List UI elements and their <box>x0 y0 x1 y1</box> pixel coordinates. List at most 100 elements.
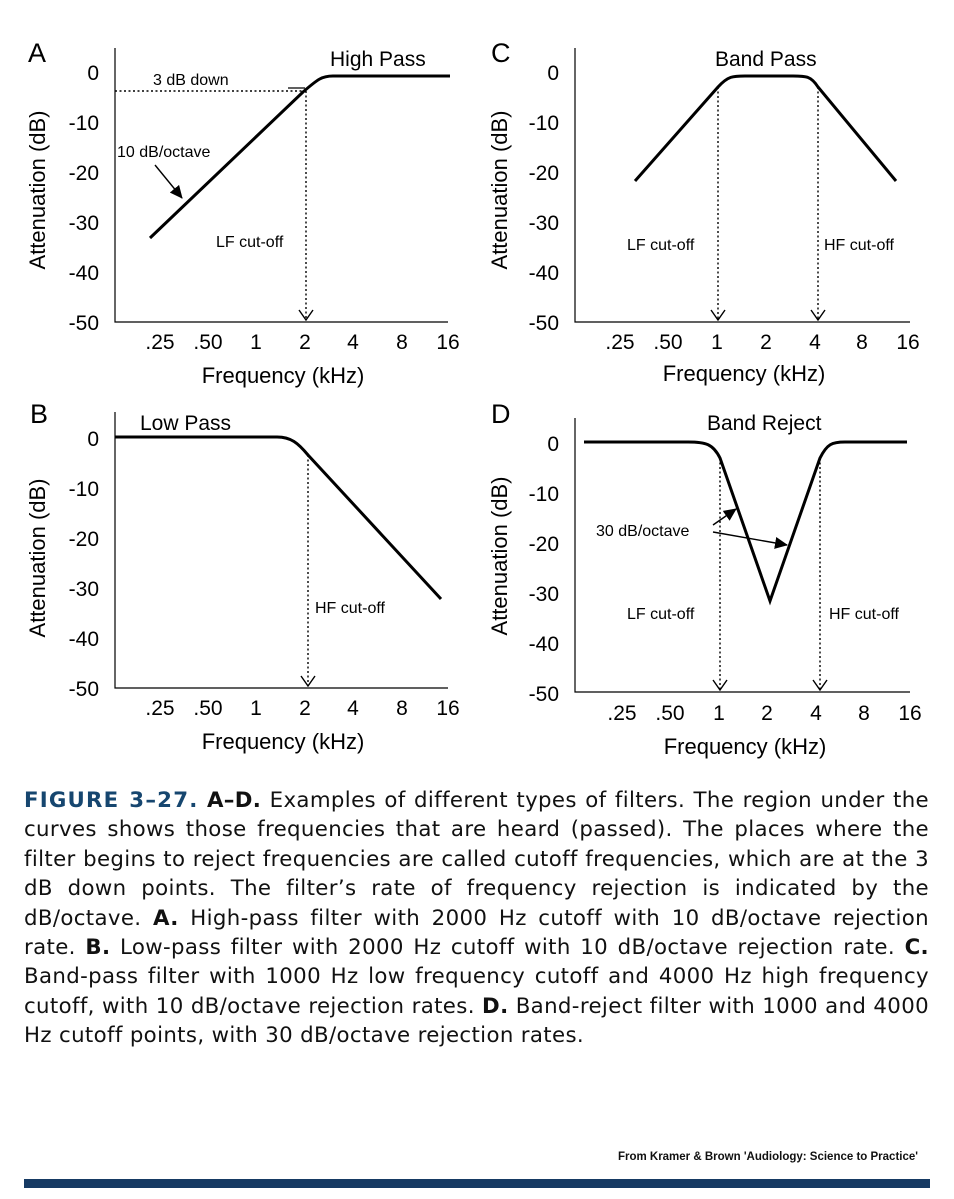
annotation-hf-cutoff: HF cut-off <box>315 600 386 617</box>
axes <box>114 412 448 689</box>
x-axis-label: Frequency (kHz) <box>664 734 827 759</box>
y-tick-label: -10 <box>529 112 559 135</box>
y-tick-label: -50 <box>69 312 99 335</box>
y-tick-label: -10 <box>529 483 559 506</box>
slope-arrow-left <box>712 508 737 526</box>
caption-a-text: High-pass filter with 2000 Hz cutoff wit… <box>24 905 929 961</box>
y-tick-label: -20 <box>69 528 99 551</box>
annotation-3db-down: 3 dB down <box>153 72 229 89</box>
caption-d-label: D. <box>482 993 509 1019</box>
caption-d-text: Band-reject filter with 1000 and 4000 Hz… <box>24 993 929 1049</box>
x-tick-label: 1 <box>713 702 725 725</box>
y-axis-label: Attenuation (dB) <box>25 111 50 270</box>
x-tick-label: 1 <box>711 331 723 354</box>
axes <box>574 48 910 323</box>
y-tick-label: -20 <box>529 162 559 185</box>
x-tick-label: .50 <box>655 702 684 725</box>
y-tick-label: -50 <box>529 312 559 335</box>
x-axis-label: Frequency (kHz) <box>202 363 365 388</box>
x-tick-label: 1 <box>250 697 262 720</box>
y-tick-label: -40 <box>529 262 559 285</box>
x-tick-label: 4 <box>347 331 359 354</box>
panel-d: D Band Reject Attenuation (dB) 0 -10 -20… <box>487 399 922 759</box>
x-tick-label: 2 <box>760 331 772 354</box>
x-tick-label: .50 <box>193 697 222 720</box>
x-tick-label: 8 <box>396 331 408 354</box>
y-tick-label: -20 <box>529 533 559 556</box>
x-tick-label: .25 <box>145 331 174 354</box>
x-tick-label: 2 <box>761 702 773 725</box>
x-tick-label: 8 <box>396 697 408 720</box>
series-line <box>633 74 898 182</box>
axes <box>574 418 910 693</box>
caption-c-label: C. <box>904 935 929 961</box>
figure-caption: FIGURE 3–27. A–D. Examples of different … <box>24 786 929 1051</box>
slope-arrow-right <box>712 531 788 549</box>
x-tick-label: 16 <box>436 697 459 720</box>
caption-lead-label: A–D. <box>206 788 262 813</box>
x-tick-label: 8 <box>858 702 870 725</box>
panel-letter: B <box>30 399 48 429</box>
x-tick-label: .25 <box>607 702 636 725</box>
y-tick-label: -50 <box>529 683 559 706</box>
panel-b: B Low Pass Attenuation (dB) 0 -10 -20 -3… <box>25 399 460 754</box>
annotation-hf-cutoff: HF cut-off <box>824 237 895 254</box>
x-tick-label: 16 <box>896 331 919 354</box>
y-tick-label: -40 <box>69 262 99 285</box>
caption-intro: Examples of different types of filters. … <box>24 788 929 931</box>
panel-title: Low Pass <box>140 412 231 435</box>
x-tick-label: 16 <box>898 702 921 725</box>
y-tick-label: 0 <box>547 62 559 85</box>
panel-title: Band Reject <box>707 412 822 435</box>
x-tick-label: 8 <box>856 331 868 354</box>
series-line <box>148 74 450 240</box>
x-tick-label: 4 <box>810 702 822 725</box>
x-tick-label: .25 <box>605 331 634 354</box>
caption-c-text: Band-pass filter with 1000 Hz low freque… <box>24 964 929 1019</box>
y-tick-label: -30 <box>529 212 559 235</box>
annotation-lf-cutoff: LF cut-off <box>627 237 695 254</box>
panel-c: C Band Pass Attenuation (dB) 0 -10 -20 -… <box>487 38 920 386</box>
y-tick-label: 0 <box>87 428 99 451</box>
x-tick-label: .50 <box>653 331 682 354</box>
x-tick-label: 2 <box>299 697 311 720</box>
x-tick-label: 4 <box>347 697 359 720</box>
y-tick-label: -30 <box>69 212 99 235</box>
panel-letter: D <box>491 399 511 429</box>
annotation-slope: 10 dB/octave <box>117 144 211 161</box>
y-axis-label: Attenuation (dB) <box>25 479 50 638</box>
x-tick-label: 2 <box>299 331 311 354</box>
filter-figure: A High Pass Attenuation (dB) 0 -10 -20 -… <box>25 38 922 759</box>
axes <box>114 48 448 323</box>
annotation-lf-cutoff: LF cut-off <box>216 234 284 251</box>
panel-title: Band Pass <box>715 48 817 71</box>
x-tick-label: 16 <box>436 331 459 354</box>
series-line <box>115 435 443 601</box>
y-tick-label: 0 <box>547 433 559 456</box>
panel-letter: A <box>28 38 46 68</box>
annotation-hf-cutoff: HF cut-off <box>829 606 900 623</box>
annotation-slope: 30 dB/octave <box>596 523 690 540</box>
y-tick-label: -10 <box>69 112 99 135</box>
y-axis-label: Attenuation (dB) <box>487 477 512 636</box>
figure-label: FIGURE 3–27. <box>24 788 199 813</box>
y-tick-label: -30 <box>529 583 559 606</box>
y-tick-label: -20 <box>69 162 99 185</box>
y-axis-label: Attenuation (dB) <box>487 111 512 270</box>
x-tick-label: .25 <box>145 697 174 720</box>
panel-letter: C <box>491 38 511 68</box>
y-tick-label: -30 <box>69 578 99 601</box>
slope-arrow <box>154 164 183 199</box>
x-tick-label: 1 <box>250 331 262 354</box>
y-tick-label: -50 <box>69 678 99 701</box>
y-tick-label: 0 <box>87 62 99 85</box>
x-axis-label: Frequency (kHz) <box>202 729 365 754</box>
y-tick-label: -40 <box>529 633 559 656</box>
panel-a: A High Pass Attenuation (dB) 0 -10 -20 -… <box>25 38 460 388</box>
annotation-lf-cutoff: LF cut-off <box>627 606 695 623</box>
y-tick-label: -10 <box>69 478 99 501</box>
x-axis-label: Frequency (kHz) <box>663 361 826 386</box>
bottom-rule <box>24 1179 930 1188</box>
x-tick-label: 4 <box>809 331 821 354</box>
caption-b-label: B. <box>85 935 111 961</box>
